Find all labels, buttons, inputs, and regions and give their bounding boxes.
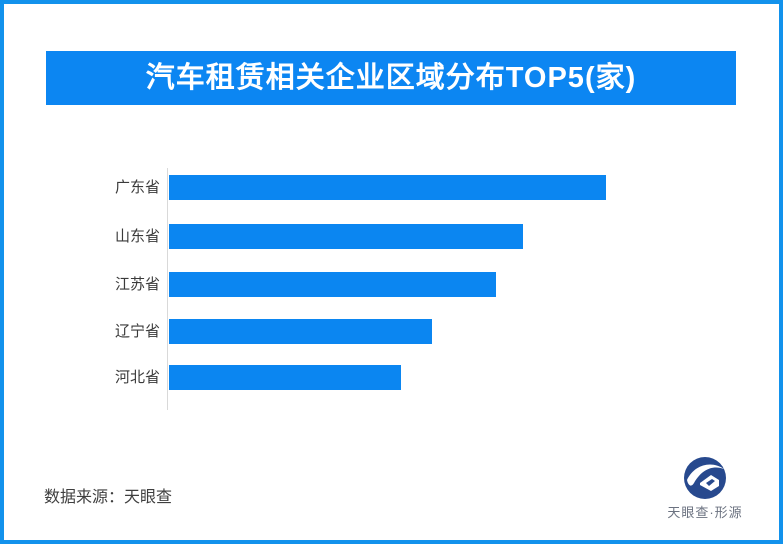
y-axis-line xyxy=(167,168,168,410)
category-label: 辽宁省 xyxy=(114,323,160,340)
title-banner: 汽车租赁相关企业区域分布TOP5(家) xyxy=(46,51,736,105)
chart-row: 江苏省 xyxy=(40,272,740,297)
data-source-label: 数据来源：天眼查 xyxy=(44,489,173,506)
bar-guangdong xyxy=(169,175,606,200)
category-label: 河北省 xyxy=(114,369,160,386)
category-label: 山东省 xyxy=(114,228,160,245)
page-title: 汽车租赁相关企业区域分布TOP5(家) xyxy=(145,62,637,94)
category-label: 广东省 xyxy=(114,179,160,196)
bar-hebei xyxy=(169,365,401,390)
chart-row: 河北省 xyxy=(40,365,740,390)
bar-jiangsu xyxy=(169,272,496,297)
chart-row: 山东省 xyxy=(40,224,740,249)
bar-liaoning xyxy=(169,319,432,344)
category-label: 江苏省 xyxy=(114,276,160,293)
brand-watermark: 天眼查·形源 xyxy=(652,456,758,528)
chart-row: 辽宁省 xyxy=(40,319,740,344)
tianyancha-eagle-icon xyxy=(684,457,726,499)
watermark-text: 天眼查·形源 xyxy=(667,505,743,520)
chart-row: 广东省 xyxy=(40,175,740,200)
bar-chart: 广东省 山东省 江苏省 辽宁省 河北省 xyxy=(4,4,779,540)
bar-shandong xyxy=(169,224,523,249)
